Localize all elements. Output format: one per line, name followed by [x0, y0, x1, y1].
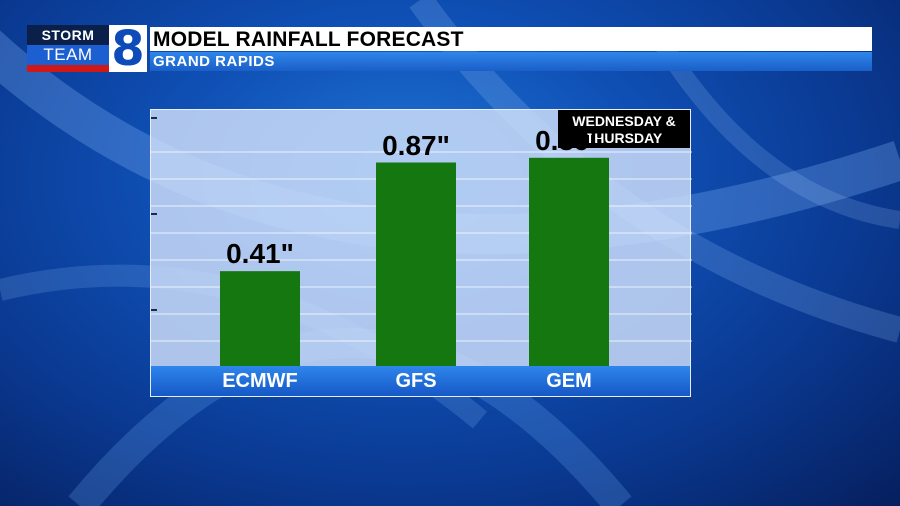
bar-ecmwf: [220, 271, 300, 368]
logo-team-text: TEAM: [27, 45, 109, 65]
data-label-gem: 0.89": [535, 124, 603, 156]
data-label-ecmwf: 0.41": [226, 238, 294, 270]
data-label-gfs: 0.87": [382, 129, 450, 161]
bar-gem: [529, 157, 609, 368]
category-label-ecmwf: ECMWF: [222, 370, 298, 392]
category-label-gfs: GFS: [395, 370, 437, 392]
page-subtitle: GRAND RAPIDS: [150, 52, 872, 71]
category-axis: [151, 366, 690, 396]
station-logo: STORM TEAM 8: [27, 25, 147, 73]
period-badge: WEDNESDAY & THURSDAY: [558, 110, 690, 148]
period-badge-line2: THURSDAY: [585, 130, 663, 146]
period-badge-line1: WEDNESDAY &: [572, 113, 676, 129]
category-label-gem: GEM: [546, 370, 592, 392]
logo-storm-text: STORM: [27, 25, 109, 45]
logo-red-stripe: [27, 65, 109, 72]
bar-gfs: [376, 162, 456, 368]
logo-number: 8: [109, 25, 147, 73]
page-title: MODEL RAINFALL FORECAST: [150, 27, 872, 51]
chart-canvas: [151, 117, 692, 368]
bar-chart: WEDNESDAY & THURSDAY 0.41" ECMWF 0.87" GFS 0…: [150, 109, 692, 397]
